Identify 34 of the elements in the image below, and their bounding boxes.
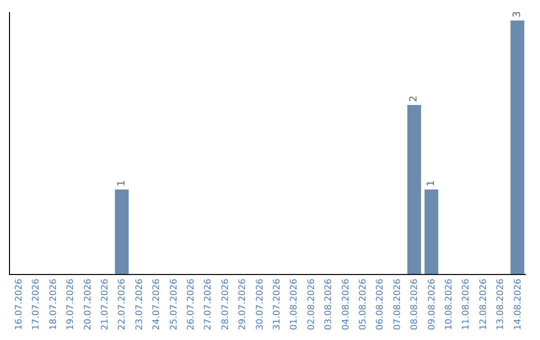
x-tick-label: 25.07.2026 [169,278,180,330]
x-tick-label: 23.07.2026 [134,278,145,330]
x-tick-label: 20.07.2026 [83,278,94,330]
x-tick-label: 14.08.2026 [513,278,524,330]
x-tick-label: 27.07.2026 [204,278,214,330]
x-tick-label: 10.08.2026 [444,278,455,330]
x-tick-label: 11.08.2026 [462,278,472,330]
data-label: 2 [408,96,420,102]
x-tick-label: 08.08.2026 [410,278,420,330]
x-tick-label: 30.07.2026 [255,278,266,330]
x-tick-label: 28.07.2026 [220,278,231,330]
x-tick-label: 09.08.2026 [427,278,438,330]
x-tick-label: 29.07.2026 [238,278,248,330]
x-tick-label: 04.08.2026 [341,278,352,330]
x-tick-label: 21.07.2026 [100,278,111,330]
x-tick-label: 12.08.2026 [478,278,489,330]
x-tick-label: 16.07.2026 [14,278,25,330]
data-label: 1 [426,180,437,186]
x-tick-label: 01.08.2026 [290,278,300,330]
x-tick-label: 06.08.2026 [376,278,386,330]
x-tick-label: 05.08.2026 [358,278,369,330]
x-tick-label: 03.08.2026 [324,278,334,330]
data-label: 3 [512,11,523,18]
x-tick-label: 18.07.2026 [48,278,59,330]
x-tick-label: 19.07.2026 [66,278,76,330]
x-tick-label: 24.07.2026 [152,278,162,330]
x-tick-label: 13.08.2026 [496,278,506,330]
x-tick-label: 31.07.2026 [272,278,283,330]
data-label: 1 [116,180,128,186]
x-tick-label: 26.07.2026 [186,278,197,330]
x-tick-label: 22.07.2026 [118,278,128,330]
x-tick-label: 17.07.2026 [32,278,42,330]
x-tick-label: 02.08.2026 [306,278,317,330]
x-tick-label: 07.08.2026 [392,278,403,330]
